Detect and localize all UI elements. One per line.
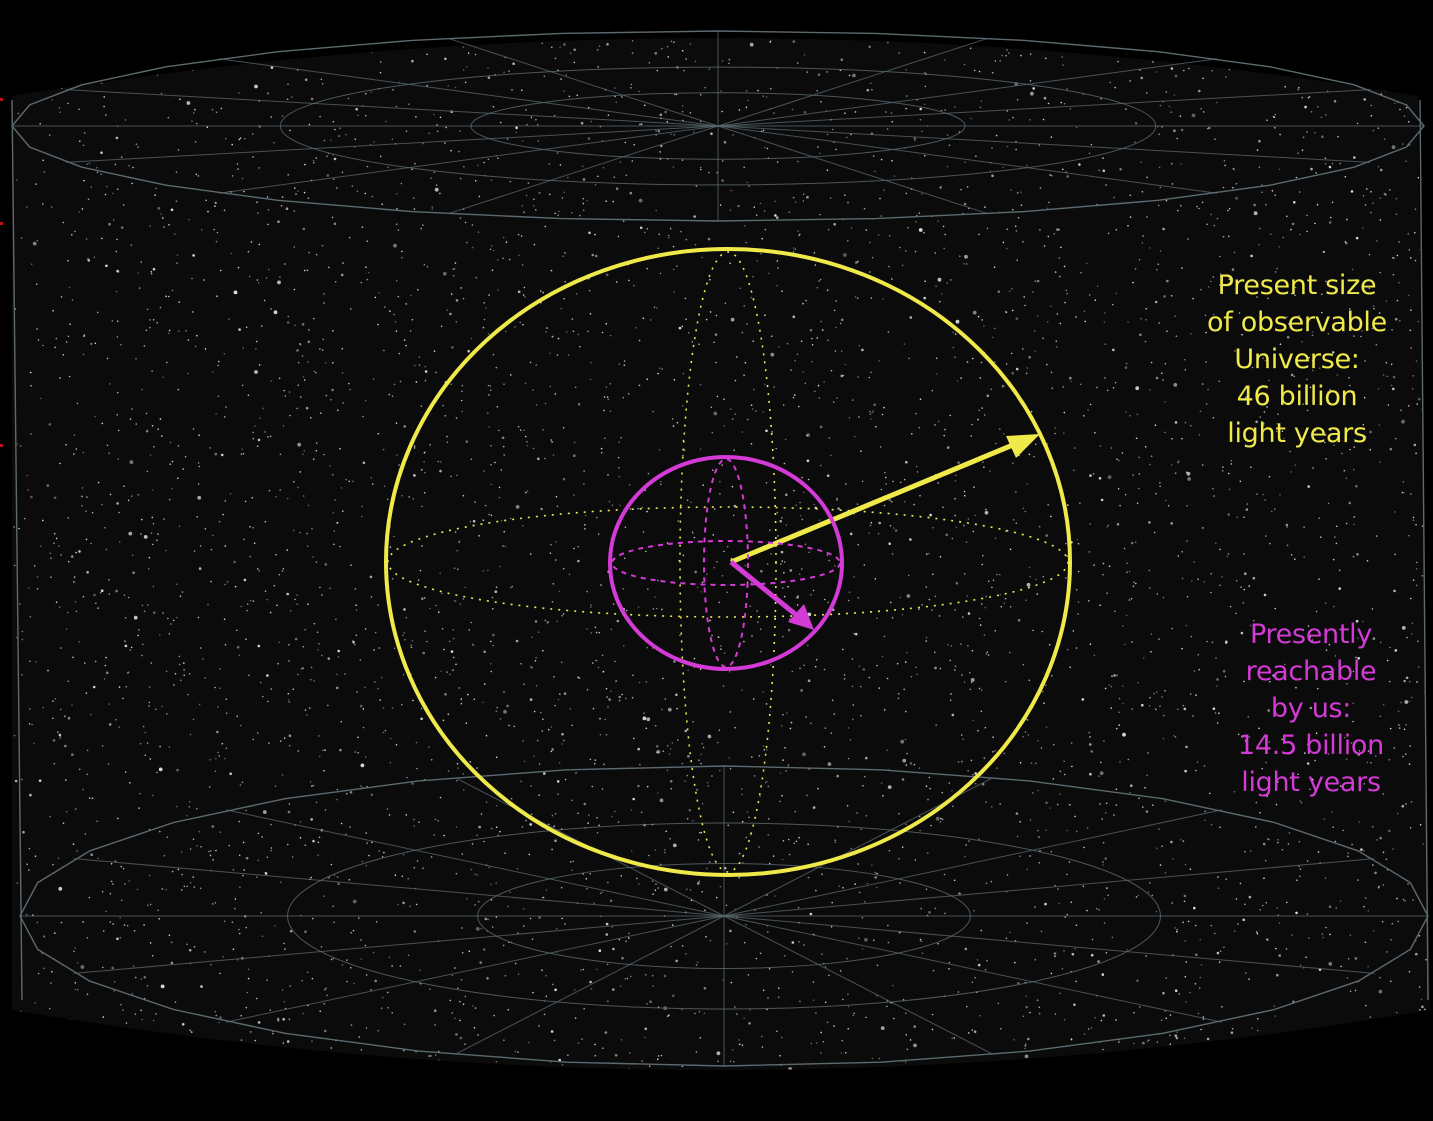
observable-label-line: 46 billion: [1236, 381, 1358, 412]
reachable-label-line: by us:: [1270, 693, 1352, 724]
observable-label-line: Present size: [1217, 270, 1377, 301]
edge-mark: [0, 444, 3, 447]
reachable-universe-sphere: [608, 455, 844, 671]
reachable-label-line: 14.5 billion: [1238, 730, 1384, 761]
observable-label-line: light years: [1227, 418, 1367, 449]
edge-mark: [0, 98, 3, 101]
observable-label-line: of observable: [1207, 307, 1387, 338]
reachable-universe-label: Presently reachable by us: 14.5 billion …: [1196, 616, 1426, 801]
top-wireframe-disk: [11, 30, 1425, 222]
observable-label-line: Universe:: [1234, 344, 1360, 375]
space-volume-panel: [12, 38, 1430, 1070]
bottom-wireframe-disk: [19, 765, 1429, 1067]
observable-universe-label: Present size of observable Universe: 46 …: [1182, 267, 1412, 452]
observable-universe-sphere: [384, 247, 1072, 877]
reachable-radius-arrow: [729, 560, 814, 630]
volume-side-edges: [11, 99, 1429, 1001]
observable-radius-arrow: [730, 434, 1040, 565]
reachable-label-line: Presently: [1249, 619, 1373, 650]
reachable-label-line: reachable: [1245, 656, 1377, 687]
reachable-label-line: light years: [1241, 767, 1381, 798]
edge-mark: [0, 222, 3, 225]
